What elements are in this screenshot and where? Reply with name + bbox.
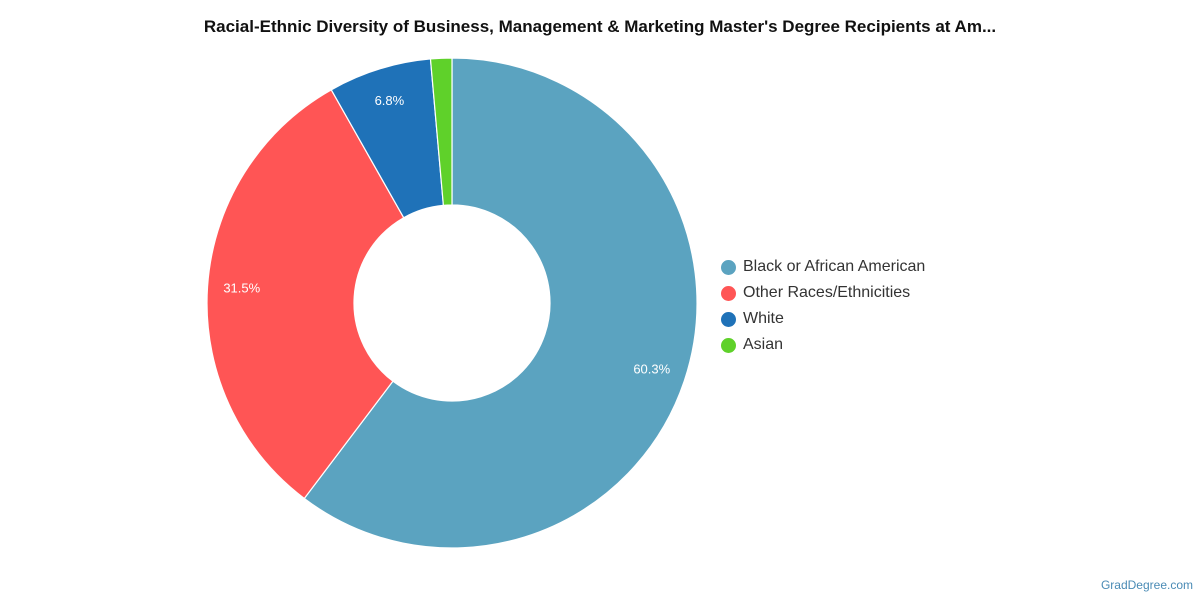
data-label-other-races-ethnicities: 31.5% (223, 281, 260, 296)
legend-marker-icon (721, 337, 736, 353)
slice-other-races-ethnicities[interactable] (206, 88, 405, 500)
legend-marker-icon (721, 311, 736, 327)
data-label-black-or-african-american: 60.3% (633, 361, 670, 376)
donut-data-labels: 60.3% 31.5% 6.8% (223, 93, 670, 376)
chart-title: Racial-Ethnic Diversity of Business, Man… (203, 17, 997, 36)
legend-label: Black or African American (743, 258, 926, 275)
legend-item-black-or-african-american[interactable]: Black or African American (721, 254, 925, 280)
legend-label: White (743, 310, 784, 327)
data-label-white: 6.8% (375, 93, 405, 108)
legend-marker-icon (721, 259, 736, 275)
legend-label: Asian (743, 336, 784, 353)
slice-asian[interactable] (429, 57, 453, 207)
legend-marker-icon (721, 285, 736, 301)
legend-item-asian[interactable]: Asian (721, 332, 925, 358)
slice-black-or-african-american[interactable] (303, 57, 698, 549)
legend-label: Other Races/Ethnicities (743, 284, 911, 301)
source-credit[interactable]: GradDegree.com (1100, 578, 1193, 592)
chart-legend: Black or African American Other Races/Eth… (721, 254, 925, 358)
donut-slices (206, 57, 698, 549)
legend-item-other-races-ethnicities[interactable]: Other Races/Ethnicities (721, 280, 925, 306)
legend-item-white[interactable]: White (721, 306, 925, 332)
